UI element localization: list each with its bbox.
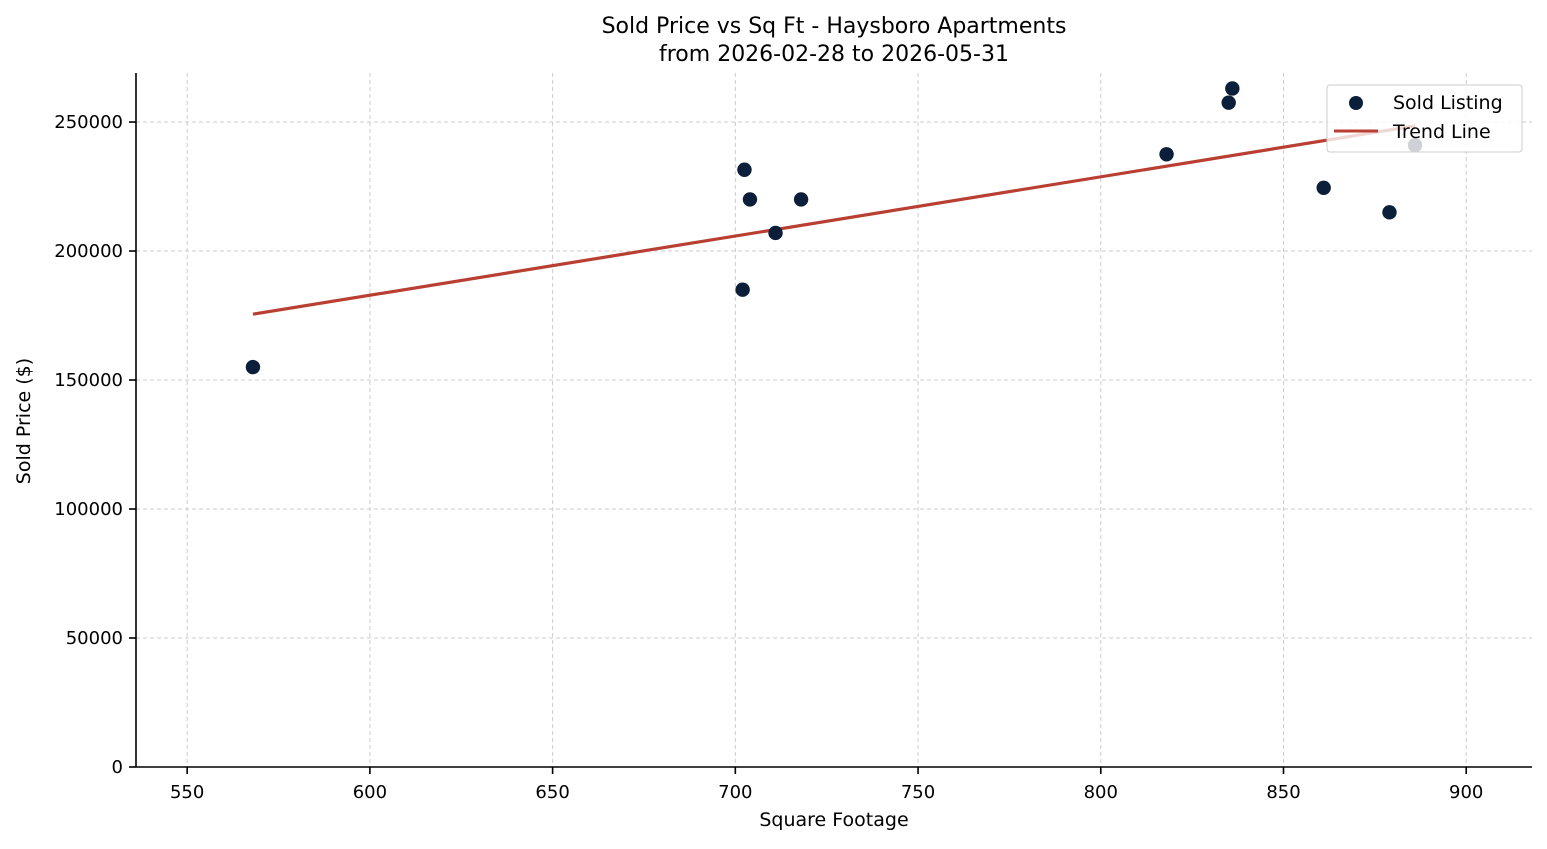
data-point xyxy=(1382,205,1397,220)
y-tick-label: 250000 xyxy=(54,112,123,133)
data-point xyxy=(1159,147,1174,162)
x-tick-label: 550 xyxy=(170,782,204,803)
data-point xyxy=(742,192,758,207)
y-tick-label: 100000 xyxy=(54,499,123,520)
y-tick-label: 150000 xyxy=(54,370,123,391)
legend-label-trend-line: Trend Line xyxy=(1392,121,1491,143)
data-point xyxy=(735,282,750,297)
trend-line xyxy=(252,124,1416,316)
x-tick-label: 650 xyxy=(535,782,569,803)
y-tick-label: 0 xyxy=(112,757,123,778)
scatter-points xyxy=(245,81,1423,375)
data-point xyxy=(245,359,261,375)
x-tick-label: 700 xyxy=(718,782,752,803)
x-tick-label: 900 xyxy=(1449,782,1483,803)
data-point xyxy=(1316,180,1331,196)
legend-marker-sold-listing xyxy=(1349,96,1363,110)
legend-label-sold-listing: Sold Listing xyxy=(1393,92,1503,114)
chart-subtitle: from 2026-02-28 to 2026-05-31 xyxy=(659,42,1009,67)
data-point xyxy=(1225,81,1240,96)
data-point xyxy=(768,225,783,241)
y-axis-label: Sold Price ($) xyxy=(13,358,35,484)
grid xyxy=(136,73,1532,767)
x-tick-label: 800 xyxy=(1084,782,1118,803)
axes: 550 600 650 700 750 800 850 900 0 50000 100000 1500… xyxy=(54,73,1532,803)
chart-title: Sold Price vs Sq Ft - Haysboro Apartment… xyxy=(602,14,1067,39)
legend-frame xyxy=(1326,84,1523,153)
data-point xyxy=(737,162,752,177)
legend: Sold Listing Trend Line xyxy=(1326,84,1523,153)
y-tick-label: 200000 xyxy=(54,241,123,262)
x-tick-label: 600 xyxy=(353,782,387,803)
x-tick-label: 850 xyxy=(1266,782,1300,803)
data-point xyxy=(793,192,809,207)
x-tick-label: 750 xyxy=(901,782,935,803)
x-axis-label: Square Footage xyxy=(759,809,908,831)
y-tick-label: 50000 xyxy=(66,628,123,649)
trend-line-layer xyxy=(252,124,1416,316)
data-point xyxy=(1221,95,1236,110)
